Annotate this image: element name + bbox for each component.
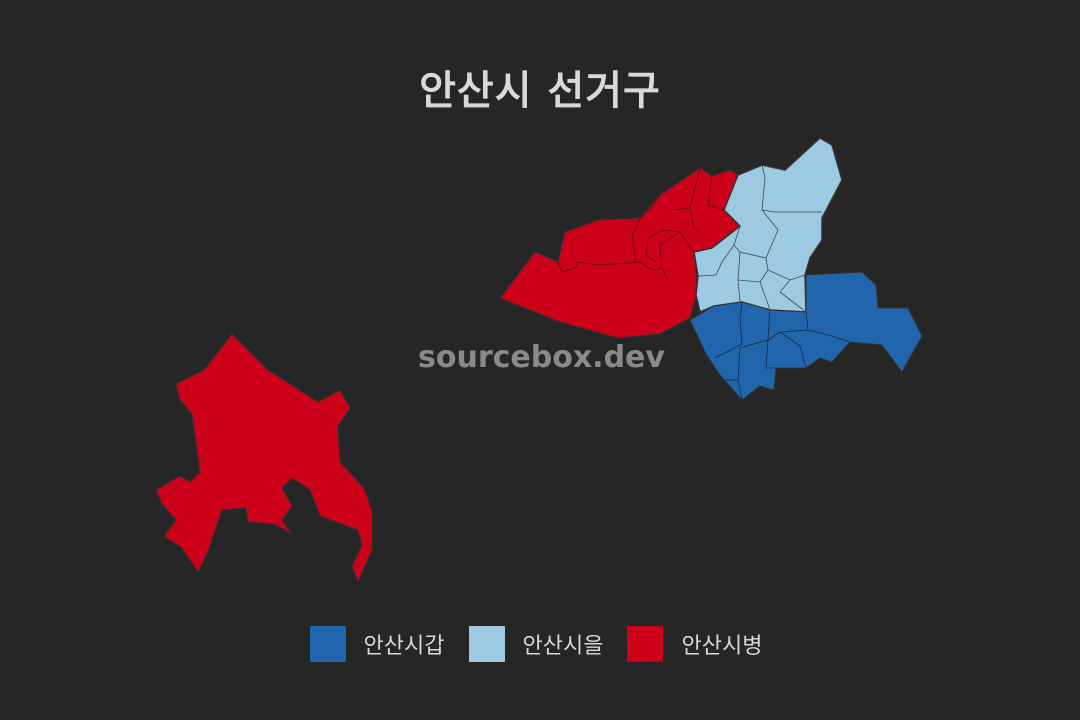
legend-item-byeong: 안산시병 bbox=[627, 626, 770, 662]
legend-swatch-eul bbox=[468, 626, 505, 662]
map-legend: 안산시갑 안산시을 안산시병 bbox=[0, 626, 1080, 662]
map-title: 안산시 선거구 bbox=[419, 68, 661, 114]
district-gap[interactable] bbox=[689, 271, 923, 401]
legend-label-gap: 안산시갑 bbox=[363, 634, 445, 659]
watermark: sourcebox.dev bbox=[418, 340, 665, 375]
legend-swatch-gap bbox=[309, 626, 346, 662]
legend-label-eul: 안산시을 bbox=[522, 634, 604, 659]
legend-swatch-byeong bbox=[627, 626, 664, 662]
legend-item-gap: 안산시갑 bbox=[309, 626, 453, 662]
district-byeong-island[interactable] bbox=[155, 333, 373, 584]
district-eul-dong-lines bbox=[697, 164, 822, 313]
legend-item-eul: 안산시을 bbox=[468, 626, 612, 662]
district-byeong-dong-lines bbox=[557, 167, 725, 281]
legend-label-byeong: 안산시병 bbox=[681, 634, 763, 659]
district-gap-dong-lines bbox=[714, 301, 851, 401]
